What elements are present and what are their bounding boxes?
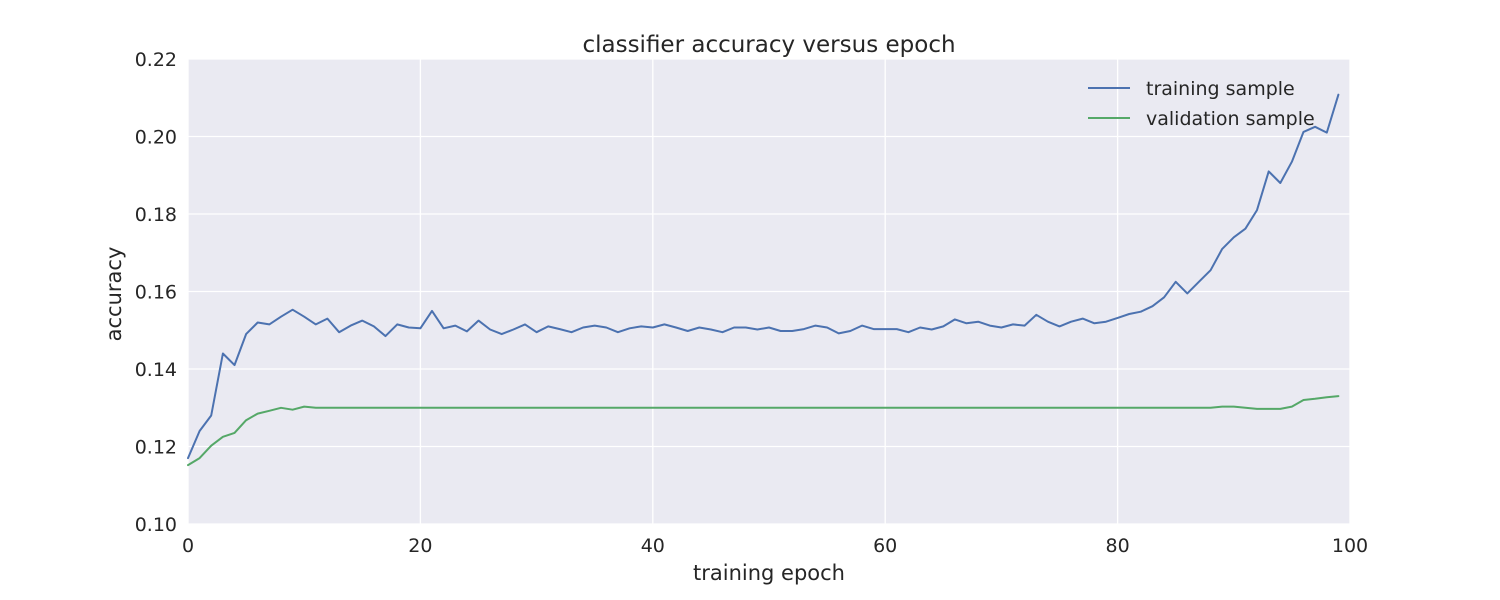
chart-title: classifier accuracy versus epoch — [582, 32, 955, 58]
y-tick-label: 0.20 — [135, 127, 177, 149]
y-tick-label: 0.14 — [135, 359, 177, 381]
y-tick-label: 0.12 — [135, 437, 177, 459]
y-tick-label: 0.16 — [135, 282, 177, 304]
y-tick-label: 0.10 — [135, 514, 177, 536]
x-tick-label: 20 — [408, 535, 432, 557]
x-tick-label: 100 — [1332, 535, 1368, 557]
x-tick-label: 0 — [182, 535, 194, 557]
y-tick-label: 0.22 — [135, 49, 177, 71]
x-axis-label: training epoch — [693, 561, 845, 585]
series-line-training-sample — [187, 93, 1340, 460]
y-tick-label: 0.18 — [135, 204, 177, 226]
y-axis-label: accuracy — [102, 247, 126, 342]
tick-labels: 0 20 40 60 80 100 0.10 0.12 0.14 0.16 0.18 0.20 0.22 — [135, 49, 1368, 557]
series-line-validation-sample — [187, 395, 1340, 467]
legend-label: training sample — [1146, 78, 1295, 100]
grid — [187, 58, 1351, 525]
series-layer — [187, 93, 1340, 467]
x-tick-label: 80 — [1106, 535, 1130, 557]
x-tick-label: 60 — [873, 535, 897, 557]
x-tick-label: 40 — [641, 535, 665, 557]
legend-label: validation sample — [1146, 108, 1315, 130]
legend: training sample validation sample — [1088, 78, 1315, 130]
